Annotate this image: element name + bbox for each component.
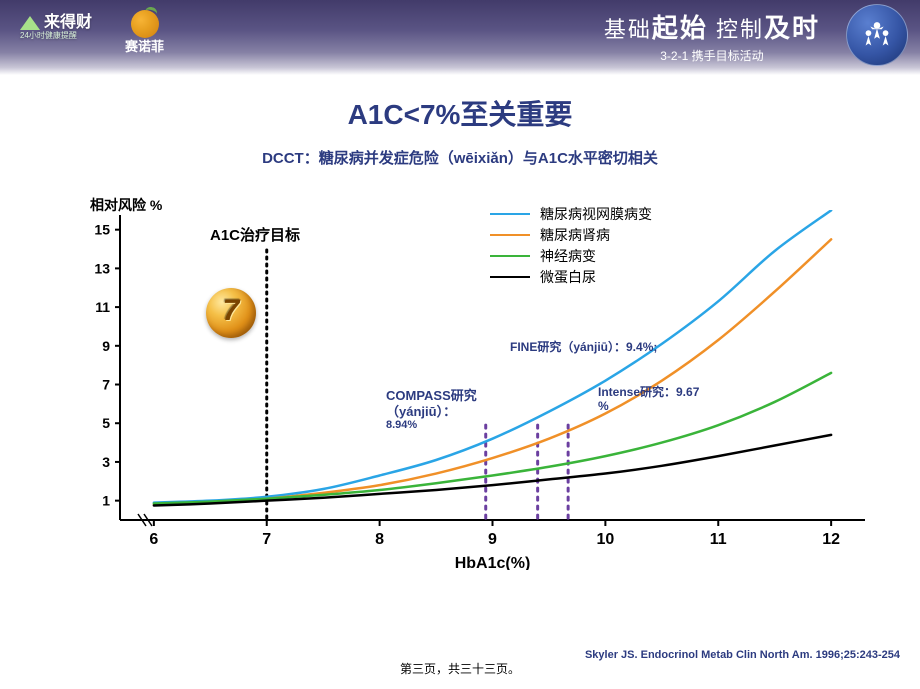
svg-text:6: 6 (149, 531, 158, 548)
slide-title: A1C<7%至关重要 (0, 93, 920, 133)
svg-text:3: 3 (102, 454, 110, 470)
compass-annotation: COMPASS研究 （yánjiū）： 8.94% (386, 388, 477, 432)
svg-text:7: 7 (262, 531, 271, 548)
svg-text:9: 9 (488, 531, 497, 548)
page-indicator: 第三页，共三十三页。 (0, 660, 920, 677)
brand-mid-name: 赛诺菲 (125, 39, 164, 54)
svg-text:13: 13 (95, 260, 110, 276)
brand-name: 来得财 (44, 14, 92, 31)
triangle-icon (20, 16, 40, 30)
swirl-icon (131, 10, 159, 38)
svg-text:11: 11 (710, 531, 727, 548)
people-badge-icon (846, 4, 908, 66)
slogan-block: 基础起始 控制及时 3-2-1 携手目标活动 (604, 8, 820, 64)
svg-text:HbA1c(%): HbA1c(%) (455, 555, 531, 570)
svg-text:1: 1 (102, 493, 110, 509)
svg-text:9: 9 (102, 338, 110, 354)
svg-text:7: 7 (102, 377, 110, 393)
brand-tagline: 24小时健康提醒 (20, 30, 92, 41)
risk-chart: 135791113156789101112HbA1c(%) (95, 210, 880, 570)
svg-text:11: 11 (95, 299, 110, 315)
main-slogan: 基础起始 控制及时 (604, 8, 820, 45)
slide-header: 来得财 24小时健康提醒 赛诺菲 基础起始 控制及时 3-2-1 携手目标活动 (0, 0, 920, 75)
intense-annotation: Intense研究：9.67% (598, 385, 699, 414)
sub-slogan: 3-2-1 携手目标活动 (604, 47, 820, 64)
svg-text:12: 12 (822, 531, 840, 548)
fine-annotation: FINE研究（yánjiū）：9.4%; (510, 340, 657, 354)
svg-text:15: 15 (95, 222, 110, 238)
svg-text:10: 10 (596, 531, 614, 548)
slide-subtitle: DCCT：糖尿病并发症危险（wēixiǎn）与A1C水平密切相关 (0, 147, 920, 168)
svg-text:8: 8 (375, 531, 384, 548)
svg-text:5: 5 (102, 415, 110, 431)
brand-logo-mid: 赛诺菲 (125, 10, 164, 53)
brand-logo-left: 来得财 24小时健康提醒 (20, 8, 92, 41)
